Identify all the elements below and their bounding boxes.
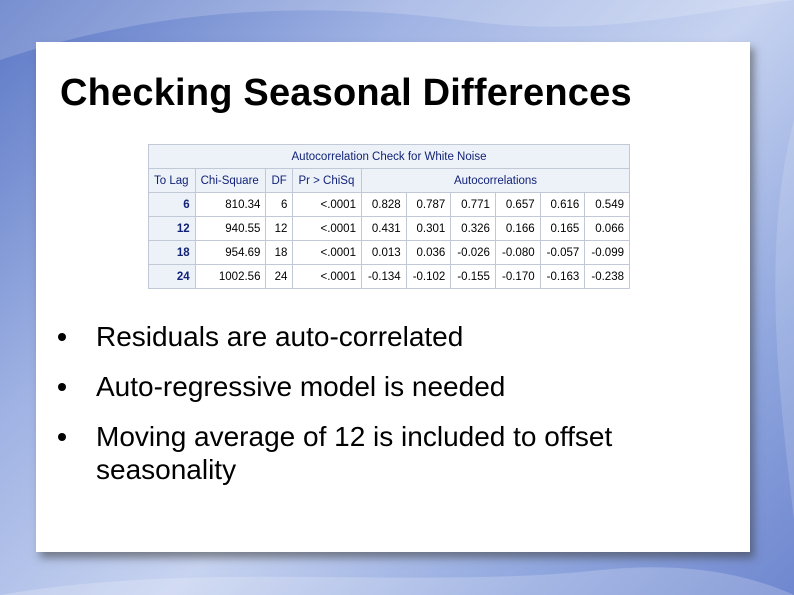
bullet-item: Residuals are auto-correlated	[58, 320, 718, 353]
autocorrelation-cell: 0.616	[539, 192, 586, 217]
autocorrelation-cell: 0.431	[360, 216, 407, 241]
bullet-text: Residuals are auto-correlated	[96, 321, 464, 352]
header-chi-square: Chi-Square	[194, 168, 267, 193]
bullet-dot	[58, 333, 66, 341]
chi-square-cell: 1002.56	[194, 264, 267, 289]
autocorrelation-cell: -0.155	[450, 264, 496, 289]
bullet-list: Residuals are auto-correlated Auto-regre…	[58, 320, 718, 503]
bullet-text: Moving average of 12 is included to offs…	[96, 421, 613, 485]
chi-square-cell: 954.69	[194, 240, 267, 265]
table-row: 18 954.69 18 <.0001 0.013 0.036 -0.026 -0.080 -0…	[148, 240, 630, 265]
autocorrelation-cell: 0.036	[405, 240, 452, 265]
table-row: 6 810.34 6 <.0001 0.828 0.787 0.771 0.657 0.616 0…	[148, 192, 630, 217]
lag-cell: 18	[148, 240, 196, 265]
header-pr-chisq: Pr > ChiSq	[292, 168, 362, 193]
autocorrelation-cell: -0.134	[360, 264, 407, 289]
df-cell: 12	[265, 216, 294, 241]
bullet-dot	[58, 433, 66, 441]
autocorrelation-cell: -0.163	[539, 264, 586, 289]
bullet-text: Auto-regressive model is needed	[96, 371, 506, 402]
autocorrelation-cell: 0.013	[360, 240, 407, 265]
table-row: 12 940.55 12 <.0001 0.431 0.301 0.326 0.166 0.16…	[148, 216, 630, 241]
autocorrelation-cell: -0.238	[584, 264, 630, 289]
header-autocorrelations: Autocorrelations	[360, 168, 631, 193]
autocorrelation-cell: 0.771	[450, 192, 496, 217]
autocorrelation-cell: 0.549	[584, 192, 630, 217]
autocorrelation-cell: 0.165	[539, 216, 586, 241]
pr-chisq-cell: <.0001	[292, 216, 362, 241]
autocorrelation-cell: 0.787	[405, 192, 452, 217]
pr-chisq-cell: <.0001	[292, 192, 362, 217]
bullet-dot	[58, 383, 66, 391]
pr-chisq-cell: <.0001	[292, 240, 362, 265]
bullet-item: Auto-regressive model is needed	[58, 370, 718, 403]
autocorrelation-cell: 0.066	[584, 216, 630, 241]
autocorrelation-cell: 0.301	[405, 216, 452, 241]
pr-chisq-cell: <.0001	[292, 264, 362, 289]
lag-cell: 12	[148, 216, 196, 241]
header-df: DF	[265, 168, 294, 193]
autocorrelation-cell: -0.057	[539, 240, 586, 265]
autocorrelation-cell: -0.170	[494, 264, 541, 289]
lag-cell: 6	[148, 192, 196, 217]
autocorrelation-cell: -0.102	[405, 264, 452, 289]
lag-cell: 24	[148, 264, 196, 289]
autocorrelation-cell: 0.657	[494, 192, 541, 217]
autocorrelation-cell: -0.099	[584, 240, 630, 265]
df-cell: 6	[265, 192, 294, 217]
df-cell: 18	[265, 240, 294, 265]
df-cell: 24	[265, 264, 294, 289]
chi-square-cell: 810.34	[194, 192, 267, 217]
slide-card: Checking Seasonal Differences Autocorrel…	[36, 42, 750, 552]
table-caption: Autocorrelation Check for White Noise	[148, 144, 630, 169]
header-to-lag: To Lag	[148, 168, 196, 193]
slide-title: Checking Seasonal Differences	[60, 72, 632, 114]
autocorrelation-cell: -0.080	[494, 240, 541, 265]
chi-square-cell: 940.55	[194, 216, 267, 241]
table-row: 24 1002.56 24 <.0001 -0.134 -0.102 -0.155 -0.17…	[148, 264, 630, 289]
autocorrelation-cell: -0.026	[450, 240, 496, 265]
autocorrelation-cell: 0.326	[450, 216, 496, 241]
autocorrelation-cell: 0.828	[360, 192, 407, 217]
autocorrelation-table: Autocorrelation Check for White Noise To…	[148, 144, 631, 289]
autocorrelation-cell: 0.166	[494, 216, 541, 241]
bullet-item: Moving average of 12 is included to offs…	[58, 420, 718, 486]
